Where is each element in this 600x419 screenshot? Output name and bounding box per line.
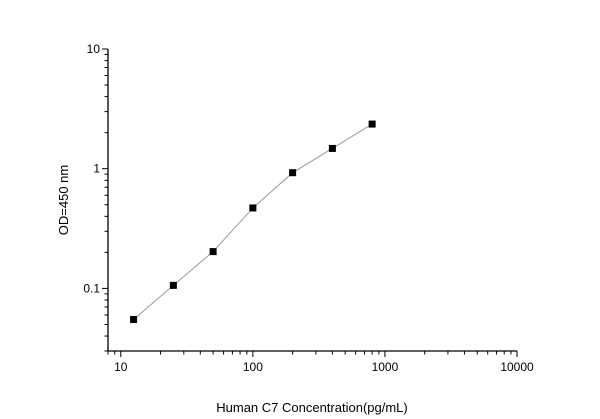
x-axis-title: Human C7 Concentration(pg/mL) (216, 400, 407, 415)
y-tick-label: 10 (87, 42, 101, 56)
y-tick-label: 0.1 (83, 281, 100, 295)
x-tick-label: 1000 (372, 360, 399, 374)
data-point (249, 204, 257, 212)
data-point (328, 144, 336, 152)
data-point (289, 169, 297, 177)
x-tick-label: 10000 (500, 360, 534, 374)
y-tick-label: 1 (93, 162, 100, 176)
x-tick-label: 10 (114, 360, 128, 374)
data-point (209, 248, 217, 256)
tick-labels: 10 100 1000 10000 0.1 1 10 (83, 42, 534, 374)
series-line (133, 123, 373, 320)
data-point (130, 315, 138, 323)
x-tick-label: 100 (243, 360, 263, 374)
y-axis-title: OD=450 nm (56, 165, 71, 235)
data-point (368, 120, 376, 128)
ticks (102, 48, 518, 357)
axes (107, 49, 517, 352)
data-point (169, 281, 177, 289)
series (130, 120, 376, 323)
